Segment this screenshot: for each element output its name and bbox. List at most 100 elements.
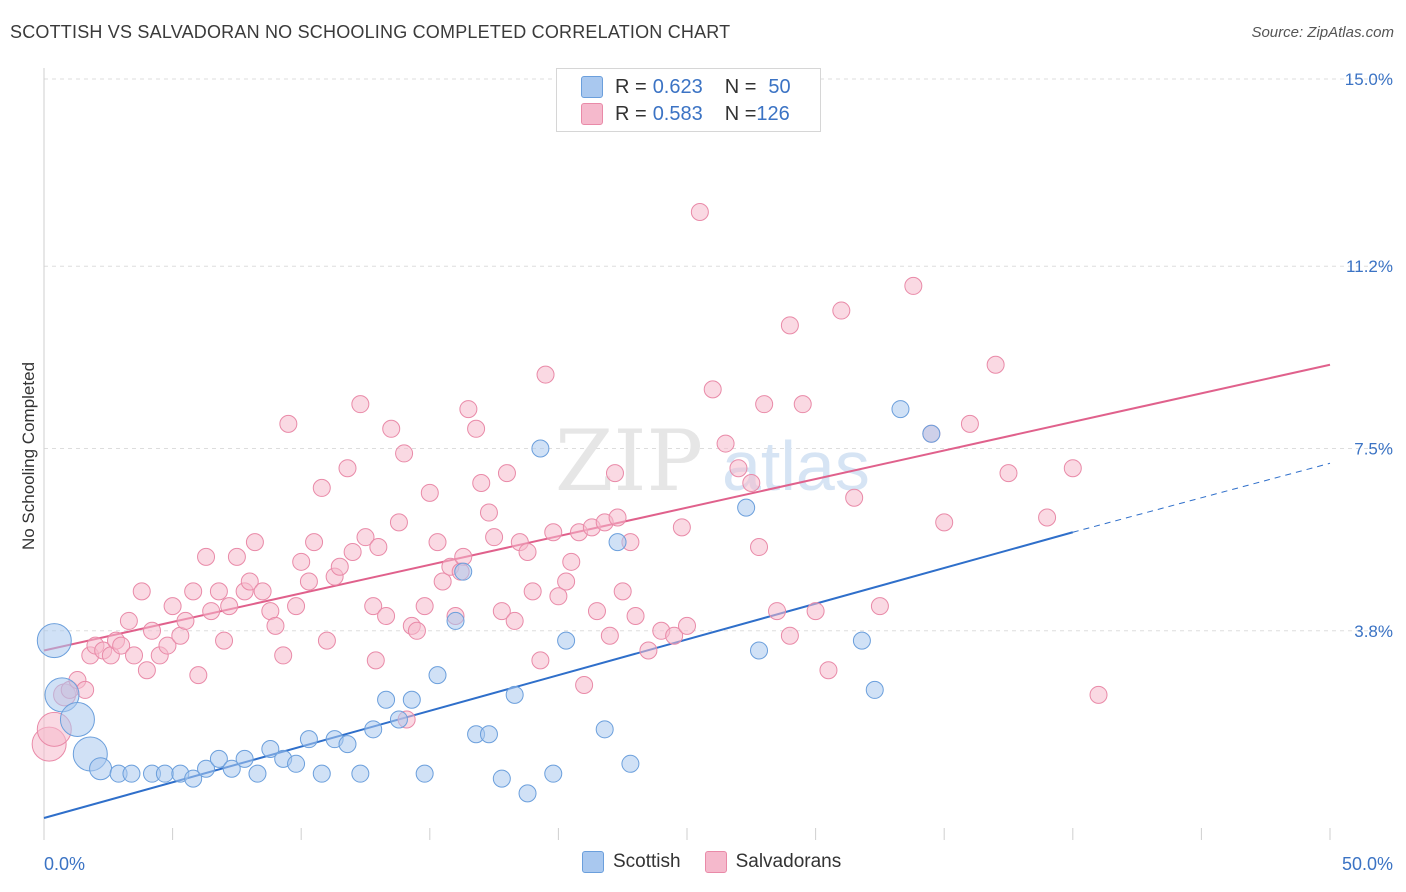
salvadorans-point: [317, 631, 336, 650]
scottish-point: [544, 764, 563, 783]
scottish-point: [621, 754, 640, 773]
legend-label-scottish: Scottish: [613, 851, 681, 872]
scottish-point: [312, 764, 331, 783]
salvadorans-point: [132, 582, 151, 601]
legend-r-value: 0.623: [652, 75, 703, 98]
legend-swatch-salvadorans: [581, 103, 603, 125]
scottish-points: [36, 400, 941, 803]
salvadorans-point: [274, 646, 293, 665]
legend-n-value: 50: [768, 75, 791, 98]
scottish-point: [415, 764, 434, 783]
salvadorans-point: [531, 651, 550, 670]
y-tick-label: 11.2%: [1346, 257, 1393, 276]
salvadorans-point: [549, 587, 568, 606]
trend-lines: [43, 363, 1331, 819]
scottish-point: [750, 641, 769, 660]
scottish-point: [891, 400, 910, 419]
salvadorans-point: [112, 636, 131, 655]
salvadorans-point: [806, 602, 825, 621]
y-tick-label: 7.5%: [1354, 440, 1393, 459]
salvadorans-point: [793, 395, 812, 414]
scottish-trend-line: [43, 531, 1074, 819]
salvadorans-point: [536, 365, 555, 384]
scottish-point: [492, 769, 511, 788]
salvadorans-point: [492, 602, 511, 621]
scottish-point: [248, 764, 267, 783]
scottish-point: [389, 710, 408, 729]
salvadorans-point: [369, 538, 388, 557]
salvadorans-point: [356, 528, 375, 547]
salvadorans-point: [1038, 508, 1057, 527]
salvadorans-point: [768, 602, 787, 621]
salvadorans-point: [415, 597, 434, 616]
scottish-point: [505, 685, 524, 704]
grid-lines: [44, 78, 1395, 632]
salvadorans-point: [690, 203, 709, 222]
scottish-point: [351, 764, 370, 783]
salvadorans-point: [351, 395, 370, 414]
salvadorans-point: [986, 355, 1005, 374]
salvadorans-point: [364, 597, 383, 616]
legend-n-label: N =: [724, 102, 757, 125]
salvadorans-point: [1063, 459, 1082, 478]
salvadorans-point: [227, 547, 246, 566]
scottish-point: [184, 769, 203, 788]
scottish-point: [557, 631, 576, 650]
salvadorans-point: [819, 661, 838, 680]
scottish-point: [287, 754, 306, 773]
salvadorans-point: [960, 414, 979, 433]
salvadorans-point: [935, 513, 954, 532]
scottish-point: [155, 764, 174, 783]
salvadorans-point: [479, 503, 498, 522]
salvadorans-point: [389, 513, 408, 532]
salvadorans-point: [189, 666, 208, 685]
scottish-point: [922, 424, 941, 443]
salvadorans-point: [672, 518, 691, 537]
salvadorans-point: [716, 434, 735, 453]
series-legend: Scottish Salvadorans: [582, 851, 865, 873]
legend-r-value: 0.583: [652, 102, 703, 125]
salvadorans-point: [428, 533, 447, 552]
scottish-point: [59, 701, 95, 737]
salvadorans-point: [557, 572, 576, 591]
legend-r-label: R =: [615, 102, 647, 125]
scottish-point: [479, 725, 498, 744]
scottish-point: [235, 749, 254, 768]
watermark-zip: ZIP: [555, 412, 703, 510]
legend-row-salvadorans: R = 0.583 N = 126: [581, 101, 790, 127]
salvadorans-point: [518, 542, 537, 561]
salvadorans-point: [472, 473, 491, 492]
x-tick-label: 0.0%: [44, 854, 85, 874]
scottish-point: [222, 759, 241, 778]
tick-labels: 3.8% 7.5% 11.2% 15.0% 0.0% 50.0%: [44, 70, 1393, 874]
salvadorans-point: [497, 464, 516, 483]
scottish-point: [518, 784, 537, 803]
legend-swatch-scottish: [581, 76, 603, 98]
legend-item-scottish[interactable]: Scottish: [582, 851, 681, 873]
salvadorans-point: [703, 380, 722, 399]
salvadorans-point: [587, 602, 606, 621]
salvadorans-point: [420, 483, 439, 502]
salvadorans-point: [292, 552, 311, 571]
salvadorans-point: [562, 552, 581, 571]
salvadorans-point: [395, 444, 414, 463]
salvadorans-point: [202, 602, 221, 621]
legend-r-label: R =: [615, 75, 647, 98]
legend-item-salvadorans[interactable]: Salvadorans: [704, 851, 841, 873]
scottish-point: [454, 562, 473, 581]
legend-row-scottish: R = 0.623 N = 50: [581, 74, 791, 100]
salvadorans-point: [678, 616, 696, 635]
legend-swatch-scottish: [582, 851, 604, 873]
scottish-point: [364, 720, 383, 739]
salvadorans-point: [125, 646, 144, 665]
watermark: ZIP atlas: [555, 412, 870, 510]
scottish-point: [122, 764, 141, 783]
salvadorans-point: [999, 464, 1018, 483]
salvadorans-point: [197, 547, 216, 566]
salvadorans-point: [176, 611, 195, 630]
scottish-point: [595, 720, 614, 739]
salvadorans-point: [266, 616, 285, 635]
salvadorans-point: [904, 276, 923, 295]
salvadorans-point: [459, 400, 478, 419]
